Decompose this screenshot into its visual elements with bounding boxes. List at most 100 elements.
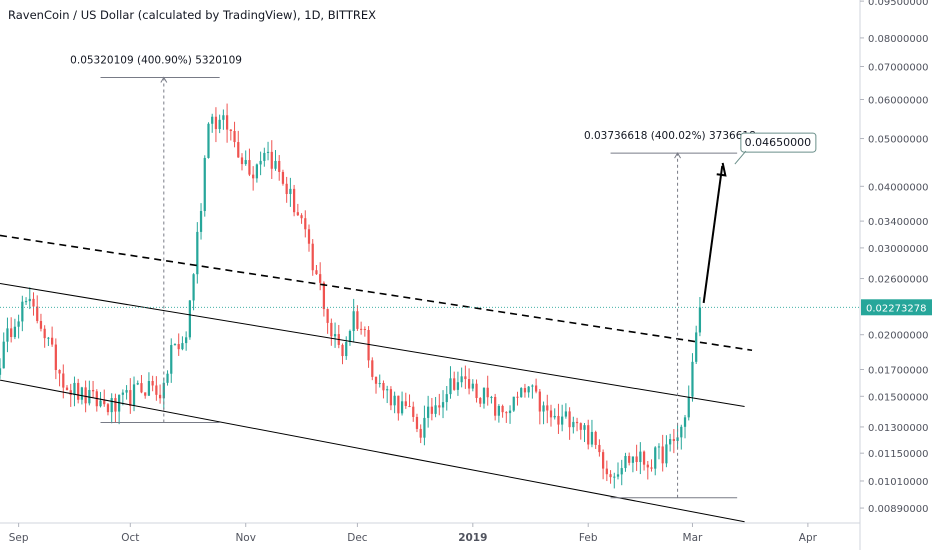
candle-body bbox=[151, 381, 154, 386]
y-tick-label: 0.03400000 bbox=[868, 217, 928, 228]
candle-body bbox=[639, 451, 642, 463]
y-tick-label: 0.06000000 bbox=[868, 96, 928, 107]
candle-body bbox=[24, 301, 28, 303]
candle-body bbox=[408, 405, 411, 407]
candle-body bbox=[352, 311, 355, 332]
candle-body bbox=[300, 215, 303, 219]
candle-body bbox=[252, 174, 255, 179]
candle-body bbox=[2, 341, 5, 369]
candle-body bbox=[698, 307, 702, 333]
y-tick-label: 0.07000000 bbox=[868, 63, 928, 74]
candle-body bbox=[192, 274, 195, 301]
candle-body bbox=[199, 211, 203, 232]
candle-body bbox=[47, 337, 50, 339]
candle-body bbox=[326, 309, 329, 323]
candle-body bbox=[43, 328, 46, 339]
candle-body bbox=[460, 376, 463, 383]
measure-arrowhead bbox=[160, 76, 168, 83]
candle-body bbox=[222, 115, 225, 120]
candle-body bbox=[330, 322, 333, 337]
candle-body bbox=[456, 382, 460, 390]
resistance bbox=[0, 234, 753, 352]
candle-body bbox=[628, 455, 631, 463]
candle-body bbox=[505, 412, 508, 414]
candle-body bbox=[549, 410, 553, 418]
candle-body bbox=[36, 306, 39, 321]
candle-body bbox=[266, 151, 270, 153]
candle-body bbox=[211, 116, 214, 124]
candle-body bbox=[412, 406, 415, 417]
candle-body bbox=[129, 390, 132, 406]
candle-body bbox=[0, 368, 2, 375]
candle-body bbox=[650, 467, 653, 469]
candle-body bbox=[270, 151, 273, 169]
x-tick-label: 2019 bbox=[458, 532, 487, 544]
candle-body bbox=[393, 395, 396, 406]
candle-body bbox=[695, 332, 698, 362]
candle-body bbox=[80, 387, 84, 400]
candle-body bbox=[378, 383, 381, 385]
x-tick-label: Nov bbox=[235, 532, 256, 544]
x-tick-label: Dec bbox=[347, 532, 368, 544]
candle-body bbox=[17, 321, 20, 327]
candle-body bbox=[441, 402, 445, 408]
candle-body bbox=[546, 405, 549, 411]
candle-body bbox=[281, 171, 285, 184]
candle-body bbox=[39, 320, 43, 329]
candle-body bbox=[553, 415, 556, 418]
projection-arrowhead bbox=[716, 162, 727, 177]
candle-body bbox=[233, 130, 236, 143]
y-tick-label: 0.01010000 bbox=[868, 477, 928, 488]
y-tick-label: 0.01500000 bbox=[868, 392, 928, 403]
candle-body bbox=[400, 401, 404, 414]
candle-body bbox=[218, 119, 221, 130]
candle-body bbox=[415, 416, 419, 429]
candle-body bbox=[155, 385, 158, 395]
candle-body bbox=[494, 396, 497, 416]
candle-body bbox=[69, 390, 72, 396]
measure-label: 0.03736618 (400.02%) 3736618 bbox=[584, 130, 756, 142]
candle-body bbox=[248, 160, 251, 175]
candle-body bbox=[341, 344, 344, 357]
y-tick-label: 0.01150000 bbox=[868, 449, 928, 460]
candle-body bbox=[631, 456, 635, 463]
candle-body bbox=[624, 455, 627, 469]
y-tick-label: 0.00890000 bbox=[868, 504, 928, 515]
candle-body bbox=[609, 474, 612, 478]
candle-body bbox=[237, 142, 240, 158]
target-price-box bbox=[740, 132, 817, 153]
candle-body bbox=[28, 298, 31, 302]
candle-body bbox=[445, 394, 448, 403]
candle-body bbox=[475, 383, 478, 399]
candle-body bbox=[642, 451, 646, 465]
candle-body bbox=[449, 378, 452, 395]
candle-body bbox=[520, 388, 523, 398]
candle-body bbox=[32, 298, 35, 307]
target-callout bbox=[734, 150, 747, 165]
candle-body bbox=[207, 123, 210, 158]
candle-body bbox=[572, 421, 575, 428]
candle-body bbox=[665, 444, 668, 464]
candle-body bbox=[486, 387, 489, 398]
candle-body bbox=[374, 376, 378, 384]
candle-body bbox=[669, 439, 672, 445]
x-tick-label: Oct bbox=[121, 532, 139, 544]
candle-body bbox=[304, 218, 307, 230]
y-tick-label: 0.01300000 bbox=[868, 423, 928, 434]
candle-body bbox=[683, 417, 687, 427]
y-tick-label: 0.01700000 bbox=[868, 366, 928, 377]
candle-body bbox=[564, 411, 568, 417]
candle-body bbox=[598, 444, 601, 453]
candle-body bbox=[542, 405, 545, 412]
candle-body bbox=[147, 381, 151, 396]
candle-body bbox=[404, 401, 407, 406]
candle-body bbox=[367, 329, 370, 361]
candle-body bbox=[397, 395, 400, 414]
candle-body bbox=[389, 389, 393, 406]
candle-body bbox=[620, 468, 623, 475]
candle-body bbox=[121, 392, 124, 395]
candle-body bbox=[181, 343, 184, 350]
y-tick-label: 0.04000000 bbox=[868, 182, 928, 193]
candle-body bbox=[244, 160, 247, 165]
